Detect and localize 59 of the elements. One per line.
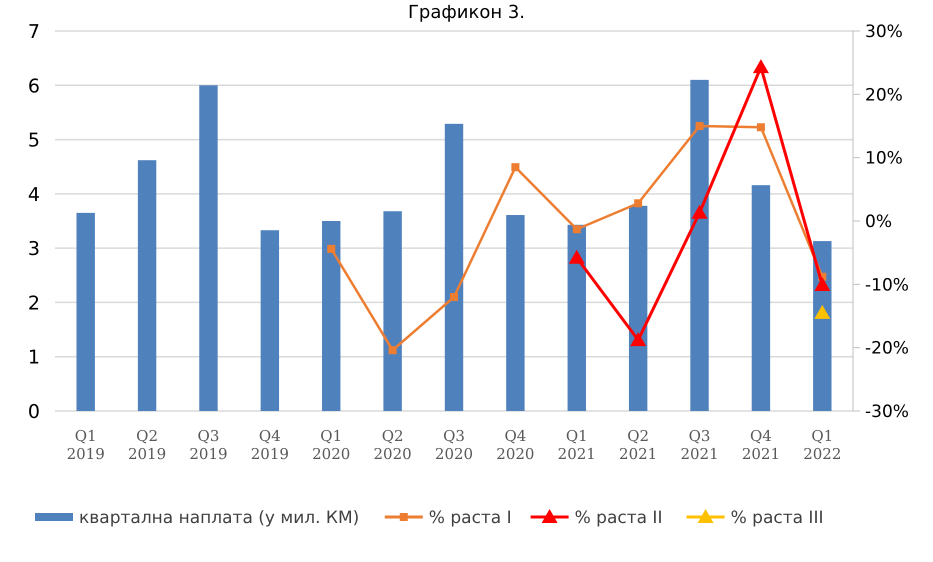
x-tick-label: Q1 2019 (66, 427, 105, 463)
legend-label: квартална наплата (у мил. КМ) (79, 508, 360, 528)
x-tick-label: Q2 2019 (128, 427, 166, 463)
y2-tick-label: -10% (865, 275, 909, 296)
bar (568, 224, 586, 411)
legend-label: % раста II (574, 508, 662, 528)
point (756, 123, 765, 132)
bar (628, 206, 648, 411)
bar (444, 124, 464, 411)
x-tick-label: Q4 2020 (496, 427, 534, 463)
point (568, 250, 585, 264)
x-tick-label: Q3 2019 (189, 427, 228, 463)
bar (506, 215, 525, 411)
x-tick-label: Q2 2021 (619, 427, 658, 463)
bar (322, 221, 340, 411)
bar (138, 160, 156, 411)
x-tick-label: Q4 2019 (250, 427, 289, 463)
y-tick-label: 3 (28, 238, 40, 260)
y-tick-label: 0 (28, 401, 40, 423)
point (752, 59, 769, 74)
y2-tick-label: 20% (865, 85, 903, 106)
point (327, 244, 336, 253)
y-tick-label: 4 (28, 184, 40, 206)
y2-tick-label: -20% (865, 338, 909, 359)
point (388, 346, 397, 354)
point (630, 332, 646, 346)
y2-tick-label: 30% (865, 22, 903, 42)
bar (752, 185, 770, 411)
x-tick-label: Q3 2021 (680, 427, 719, 463)
point (814, 304, 830, 319)
point (572, 225, 581, 234)
x-tick-label: Q2 2020 (374, 427, 412, 463)
legend-label: % раста I (428, 508, 512, 528)
y2-tick-label: -30% (865, 402, 909, 422)
point (450, 293, 458, 301)
y2-tick-label: 0% (865, 212, 892, 232)
y-tick-label: 7 (28, 21, 40, 43)
x-tick-label: Q1 2022 (803, 427, 842, 463)
bar (260, 230, 280, 411)
y2-tick-label: 10% (865, 148, 903, 169)
y-tick-label: 5 (28, 130, 40, 152)
point (634, 199, 642, 208)
bar (383, 211, 402, 411)
bar (76, 212, 95, 411)
point (814, 276, 830, 291)
x-tick-label: Q1 2020 (312, 427, 350, 463)
x-tick-label: Q4 2021 (742, 427, 780, 463)
bar (199, 85, 218, 411)
y-tick-label: 2 (28, 292, 40, 314)
y-tick-label: 6 (28, 75, 40, 98)
point (692, 204, 708, 219)
x-tick-label: Q3 2020 (434, 427, 474, 463)
point (696, 122, 704, 130)
y-tick-label: 1 (28, 346, 40, 369)
legend-label: % раста III (730, 508, 824, 528)
bar (690, 80, 709, 411)
chart-title: Графикон 3. (408, 2, 526, 23)
point (511, 163, 520, 172)
x-tick-label: Q1 2021 (558, 427, 596, 463)
